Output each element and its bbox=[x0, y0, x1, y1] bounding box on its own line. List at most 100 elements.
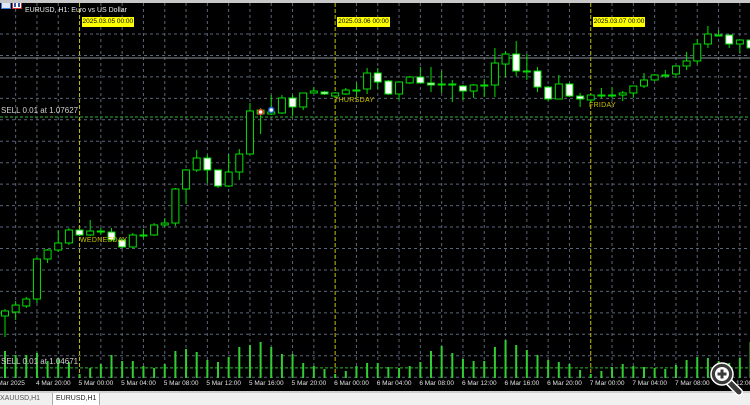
time-label: 6 Mar 08:00 bbox=[419, 380, 455, 387]
candle-bear bbox=[427, 82, 435, 86]
price-chart bbox=[0, 3, 750, 378]
candle-bear bbox=[203, 157, 212, 171]
candle-bull bbox=[522, 70, 531, 73]
volume-bar bbox=[706, 358, 709, 378]
candle-bear bbox=[320, 91, 329, 95]
volume-bar bbox=[525, 350, 528, 378]
candle-bull bbox=[277, 97, 286, 114]
time-label: 4 Mar 20:00 bbox=[35, 380, 71, 387]
candle-bull bbox=[714, 34, 723, 37]
volume-bar bbox=[110, 355, 113, 378]
volume-bar bbox=[493, 347, 496, 378]
candle-bull bbox=[11, 304, 20, 313]
volume-bar bbox=[121, 361, 124, 378]
candle-bull bbox=[171, 188, 180, 224]
volume-bar bbox=[600, 371, 603, 378]
candle-bear bbox=[448, 83, 457, 86]
volume-bar bbox=[408, 366, 411, 378]
candle-bull bbox=[735, 39, 744, 45]
candle-bull bbox=[608, 94, 617, 97]
volume-bar bbox=[4, 351, 6, 378]
time-label: 5 Mar 12:00 bbox=[206, 380, 242, 387]
volume-bar bbox=[696, 357, 699, 378]
volume-bar bbox=[589, 374, 592, 378]
candle-bear bbox=[458, 85, 467, 92]
separator-time-highlight: 2025.03.07 00:00 bbox=[592, 17, 646, 27]
volume-bar bbox=[89, 368, 92, 378]
chart-area[interactable]: EURUSD, H1: Euro vs US Dollar SELL 0.01 … bbox=[0, 3, 750, 378]
candle-bull bbox=[160, 222, 169, 226]
candle-bull bbox=[629, 85, 638, 94]
candle-bear bbox=[533, 70, 542, 88]
candle-bull bbox=[86, 230, 95, 236]
day-label-wednesday: WEDNESDAY bbox=[80, 237, 128, 244]
separator-time-highlight: 2025.03.06 00:00 bbox=[337, 17, 390, 27]
volume-bar bbox=[376, 363, 379, 378]
volume-bar bbox=[536, 355, 539, 378]
volume-bar bbox=[206, 360, 209, 378]
candle-bull bbox=[1, 310, 9, 317]
time-label: 7 Mar 00:00 bbox=[589, 380, 625, 387]
volume-bar bbox=[174, 351, 177, 378]
volume-bar bbox=[557, 362, 560, 378]
volume-bar bbox=[163, 364, 166, 378]
volume-bar bbox=[131, 361, 134, 378]
volume-bar bbox=[685, 360, 688, 378]
candle-bull bbox=[618, 92, 627, 96]
volume-bar bbox=[25, 355, 28, 378]
candle-bull bbox=[341, 89, 350, 95]
order-label: SELL 0.01 at 1.07627 bbox=[1, 106, 79, 115]
volume-bar bbox=[568, 364, 571, 378]
volume-bar bbox=[46, 361, 49, 378]
volume-bar bbox=[621, 364, 624, 378]
volume-bar bbox=[419, 362, 422, 378]
candle-bear bbox=[107, 231, 116, 241]
volume-bar bbox=[280, 354, 283, 378]
day-label-friday: FRIDAY bbox=[589, 102, 616, 109]
time-label: 7 Mar 04:00 bbox=[632, 380, 668, 387]
volume-bar bbox=[99, 364, 102, 378]
separator-time-highlight: 2025.03.05 00:00 bbox=[81, 17, 135, 27]
chart-tabs: XAUUSD,H1 EURUSD,H1 bbox=[0, 393, 750, 405]
candle-bull bbox=[682, 60, 691, 67]
volume-bar bbox=[366, 363, 369, 378]
candle-bear bbox=[96, 230, 105, 233]
volume-bar bbox=[632, 366, 635, 378]
volume-bar bbox=[461, 359, 464, 378]
candle-bear bbox=[75, 229, 84, 236]
magnifier-plus-icon[interactable] bbox=[703, 358, 747, 398]
time-label: 6 Mar 04:00 bbox=[376, 380, 412, 387]
volume-bar bbox=[387, 367, 390, 378]
chart-icon bbox=[12, 3, 22, 9]
candle-bull bbox=[480, 84, 489, 87]
candle-bull bbox=[54, 242, 63, 251]
candle-bull bbox=[703, 33, 712, 45]
volume-bar bbox=[344, 371, 347, 378]
candle-bear bbox=[544, 86, 553, 100]
volume-bar bbox=[185, 349, 188, 378]
volume-bar bbox=[153, 368, 156, 378]
axis-divider bbox=[0, 391, 750, 393]
volume-bar bbox=[312, 366, 315, 378]
window-icon bbox=[1, 3, 11, 9]
volume-bar bbox=[653, 368, 656, 378]
tab-eurusd[interactable]: EURUSD,H1 bbox=[52, 393, 101, 405]
volume-bar bbox=[302, 363, 305, 378]
candle-bull bbox=[22, 298, 31, 307]
candle-bull bbox=[597, 94, 606, 97]
candle-bull bbox=[331, 92, 340, 97]
candle-bull bbox=[640, 79, 648, 87]
sell-marker-icon bbox=[257, 108, 264, 116]
candle-bull bbox=[405, 76, 414, 84]
candle-bull bbox=[64, 229, 73, 244]
candle-bull bbox=[32, 258, 41, 300]
tab-xauusd[interactable]: XAUUSD,H1 bbox=[0, 395, 41, 402]
volume-bar bbox=[67, 362, 70, 378]
candle-bull bbox=[501, 53, 510, 65]
volume-bar bbox=[78, 374, 81, 378]
candle-bull bbox=[437, 83, 446, 86]
volume-bar bbox=[674, 365, 677, 378]
candle-bull bbox=[235, 153, 244, 173]
volume-bar bbox=[248, 345, 251, 378]
candle-bull bbox=[182, 169, 191, 190]
